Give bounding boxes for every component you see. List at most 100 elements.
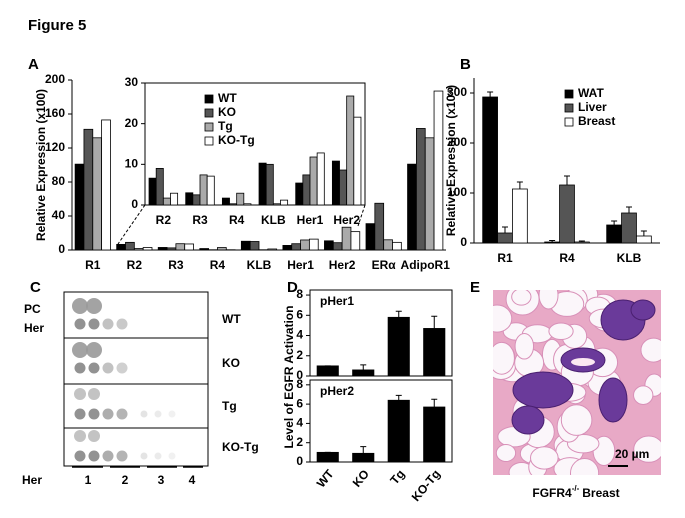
bar bbox=[200, 249, 209, 250]
spot bbox=[103, 319, 114, 330]
bar bbox=[483, 97, 498, 243]
error-bar bbox=[611, 221, 617, 225]
duct bbox=[631, 300, 655, 320]
error-bar bbox=[641, 231, 647, 236]
bar bbox=[93, 138, 102, 250]
error-bar bbox=[564, 176, 570, 185]
x-tick-label: R1 bbox=[497, 251, 513, 265]
bar bbox=[301, 240, 310, 250]
y-tick-label: 10 bbox=[125, 157, 139, 171]
bar bbox=[384, 240, 393, 250]
y-tick-label: 0 bbox=[296, 454, 303, 468]
spot bbox=[89, 363, 100, 374]
sample-label: KO-Tg bbox=[222, 440, 259, 454]
spot bbox=[74, 430, 86, 442]
bar bbox=[292, 244, 301, 250]
x-tick-label: KLB bbox=[247, 258, 272, 272]
adipocyte bbox=[549, 323, 573, 340]
spot bbox=[169, 453, 176, 460]
caption-gene: FGFR4 bbox=[532, 486, 572, 500]
y-tick-label: 0 bbox=[58, 242, 65, 256]
bar bbox=[193, 195, 200, 205]
spot bbox=[74, 388, 86, 400]
legend-swatch bbox=[565, 104, 573, 112]
x-tick-label: R4 bbox=[210, 258, 226, 272]
bar bbox=[310, 157, 317, 205]
lane-label: 4 bbox=[189, 473, 196, 487]
bar bbox=[425, 138, 434, 250]
bar bbox=[230, 204, 237, 205]
bar bbox=[342, 227, 351, 250]
bar bbox=[324, 241, 333, 250]
x-tick-label: Tg bbox=[387, 467, 407, 487]
x-tick-label: R3 bbox=[192, 213, 208, 227]
duct bbox=[599, 378, 627, 422]
bar bbox=[222, 198, 229, 205]
spot bbox=[103, 363, 114, 374]
x-tick-label: R2 bbox=[156, 213, 172, 227]
bar bbox=[353, 370, 374, 376]
y-axis-label: Level of EGFR Activation bbox=[282, 306, 296, 449]
x-tick-label: Her2 bbox=[329, 258, 356, 272]
legend-label: Tg bbox=[218, 119, 233, 133]
duct bbox=[512, 406, 544, 434]
bar bbox=[296, 183, 303, 205]
error-bar bbox=[502, 227, 508, 233]
adipocyte bbox=[561, 405, 592, 436]
legend-label: KO-Tg bbox=[218, 133, 255, 147]
bar bbox=[176, 244, 185, 250]
bar bbox=[354, 117, 361, 205]
spot bbox=[155, 411, 162, 418]
bar bbox=[185, 244, 194, 250]
bar bbox=[333, 243, 342, 250]
bar bbox=[388, 317, 409, 376]
y-tick-label: 2 bbox=[296, 435, 303, 449]
bar bbox=[434, 91, 443, 250]
bar bbox=[158, 247, 167, 250]
bar bbox=[498, 233, 513, 243]
panel-letter: C bbox=[30, 279, 41, 296]
legend-label: KO bbox=[218, 105, 236, 119]
bar bbox=[134, 249, 143, 250]
bar bbox=[244, 204, 251, 205]
error-bar bbox=[431, 399, 437, 407]
bar bbox=[259, 163, 266, 205]
blot-frame bbox=[64, 384, 208, 428]
spot bbox=[72, 342, 88, 358]
error-bar bbox=[396, 395, 402, 400]
spot bbox=[86, 298, 102, 314]
adipocyte bbox=[482, 305, 511, 332]
spot bbox=[75, 409, 86, 420]
x-tick-label: R4 bbox=[559, 251, 575, 265]
y-tick-label: 200 bbox=[45, 72, 65, 86]
y-tick-label: 0 bbox=[131, 197, 138, 211]
legend-label: Liver bbox=[578, 100, 607, 114]
x-tick-label: AdipoR1 bbox=[401, 258, 451, 272]
spot bbox=[89, 319, 100, 330]
spot bbox=[88, 430, 100, 442]
adipocyte bbox=[489, 342, 514, 374]
bar bbox=[416, 128, 425, 250]
bar bbox=[574, 242, 589, 243]
bar bbox=[241, 241, 250, 250]
bar bbox=[75, 164, 84, 250]
sample-label: KO bbox=[222, 356, 240, 370]
legend-label: WAT bbox=[578, 86, 604, 100]
bar bbox=[560, 185, 575, 243]
error-bar bbox=[487, 92, 493, 97]
legend-swatch bbox=[565, 118, 573, 126]
spot bbox=[86, 342, 102, 358]
spot bbox=[117, 451, 128, 462]
bar bbox=[200, 175, 207, 205]
adipocyte bbox=[512, 289, 531, 305]
bar bbox=[250, 242, 259, 251]
x-tick-label: R4 bbox=[229, 213, 245, 227]
y-tick-label: 6 bbox=[296, 307, 303, 321]
adipocyte bbox=[539, 281, 558, 309]
y-tick-label: 4 bbox=[296, 416, 303, 430]
sample-label: Tg bbox=[222, 399, 237, 413]
legend-swatch bbox=[565, 90, 573, 98]
bar bbox=[392, 242, 401, 250]
bar bbox=[317, 366, 338, 376]
